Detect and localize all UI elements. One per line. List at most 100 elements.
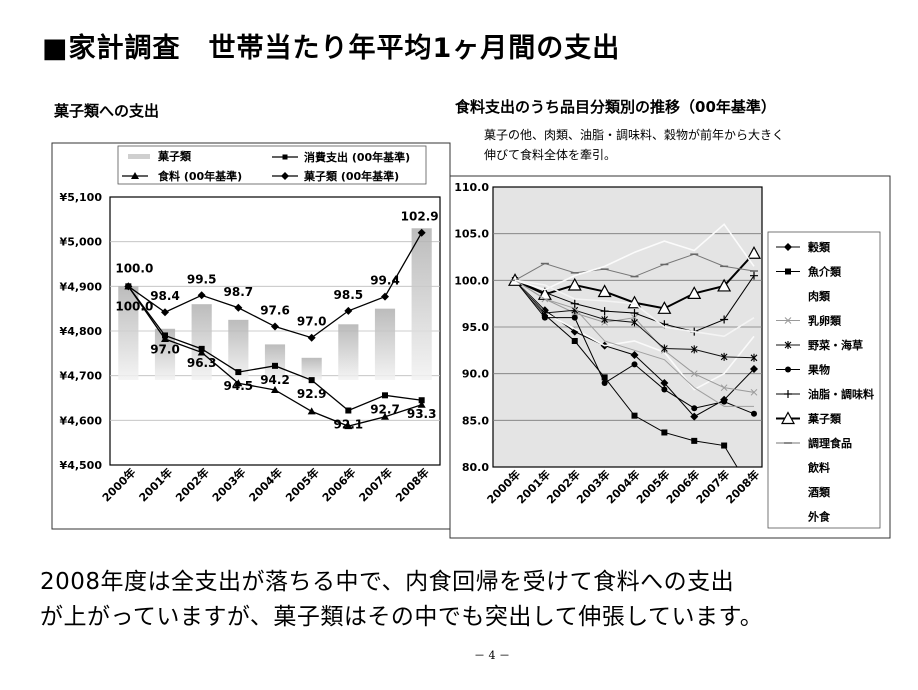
right-legend-label: 調理食品 [808,436,852,450]
right-series-point [751,492,757,498]
left-legend-label: 消費支出 (00年基準) [304,150,410,164]
right-series-point [541,314,548,321]
right-series-point [601,315,609,324]
right-series-point [717,278,732,292]
right-y-tick-label: 110.0 [454,181,489,194]
right-legend-label: 果物 [807,363,830,377]
right-series-point [691,405,698,412]
left-series-point [381,292,389,301]
left-bar [374,308,396,380]
right-series-group [507,223,762,498]
right-legend-box [767,231,881,529]
left-legend-label: 菓子類 [157,149,192,163]
right-series-point [600,307,609,316]
right-y-tick-label: 80.0 [462,461,489,474]
left-y-tick-label: ¥5,000 [60,236,103,249]
right-series-point [660,344,668,353]
right-y-tick-label: 100.0 [454,274,489,287]
right-series-point [660,379,669,387]
right-series-point [721,442,728,449]
right-chart-heading: 食料支出のうち品目分類別の推移（00年基準） [455,98,776,116]
right-series-line-2 [514,279,755,391]
left-kashi-data-label: 98.4 [150,289,180,303]
left-series-point [271,322,279,331]
right-series-point [750,353,758,362]
left-y-tick-label: ¥4,800 [60,325,103,338]
left-bar [191,304,212,380]
left-series-point [272,362,278,369]
right-legend-label: 野菜・海草 [808,338,863,352]
left-bar [411,228,432,380]
left-series-point [234,303,243,312]
left-series-point [308,377,315,384]
page-number: － 4 － [474,649,510,662]
right-legend-label: 外食 [807,510,831,524]
left-bar [118,286,139,380]
left-series-point [271,385,279,393]
right-series-point [631,361,638,368]
left-series-point [234,379,243,387]
right-series-point [631,412,638,419]
right-series-point [567,277,582,291]
right-legend-marker [784,317,792,324]
left-legend-marker [131,172,139,179]
left-y-tick-label: ¥4,600 [60,414,103,427]
left-legend-label: 菓子類 (00年基準) [303,169,399,183]
right-series-point [571,338,578,344]
left-bar [338,324,359,380]
caption-line2: が上がっていますが、菓子類はその中でも突出して伸張しています。 [40,604,764,630]
left-series-point [161,335,169,343]
left-consumption-data-label: 96.3 [187,356,217,370]
right-series-point [751,410,757,417]
right-series-point [631,318,638,327]
right-series-line-10 [514,279,754,407]
right-series-point [661,429,668,436]
left-series-point [344,306,353,315]
right-series-point [627,295,642,309]
right-series-point [720,315,729,324]
left-legend-label: 食料 (00年基準) [158,169,242,183]
right-legend-label: 飲料 [807,461,830,475]
right-y-tick-label: 105.0 [454,228,489,241]
left-series-point [197,348,206,356]
right-series-point [721,398,728,405]
left-consumption-data-label: 97.0 [150,342,180,356]
left-kashi-data-label: 98.5 [334,288,364,302]
right-legend-marker [785,366,791,373]
right-series-point [661,386,668,393]
left-consumption-data-label: 92.1 [334,418,364,432]
left-legend-marker [282,154,288,160]
right-legend-marker [784,341,792,349]
right-legend-marker [784,243,792,251]
right-series-point [720,384,728,392]
right-legend-marker [784,390,792,398]
left-consumption-data-label: 94.5 [224,379,254,393]
left-series-point [418,397,425,404]
left-chart-heading: 菓子類への支出 [54,102,160,120]
right-series-point [750,271,758,280]
right-series-point [750,365,758,373]
right-x-tick-label: 2008年 [723,467,762,506]
right-series-point [630,351,639,359]
right-legend-label: 乳卵類 [808,314,842,328]
right-series-line-11 [514,279,755,338]
page-title: ■家計調査 世帯当たり年平均1ヶ月間の支出 [42,33,621,64]
right-series-point [570,299,579,308]
right-legend-label: 肉類 [808,289,831,303]
left-series-point [124,282,133,291]
right-chart-note-line2: 伸びて食料全体を牽引。 [484,148,617,162]
right-legend-label: 菓子類 [807,412,842,426]
left-legend-swatch-bar [128,154,150,159]
left-series-point [381,412,389,420]
right-legend-label: 穀類 [808,240,831,254]
right-series-point [690,412,699,421]
left-bar [228,319,249,380]
right-series-point [597,284,612,298]
right-series-point [630,309,639,317]
right-series-point [690,370,698,378]
left-series-point [344,422,353,430]
left-consumption-data-label: 92.9 [297,387,327,401]
right-series-point [750,388,758,396]
right-y-tick-label: 85.0 [462,414,489,427]
